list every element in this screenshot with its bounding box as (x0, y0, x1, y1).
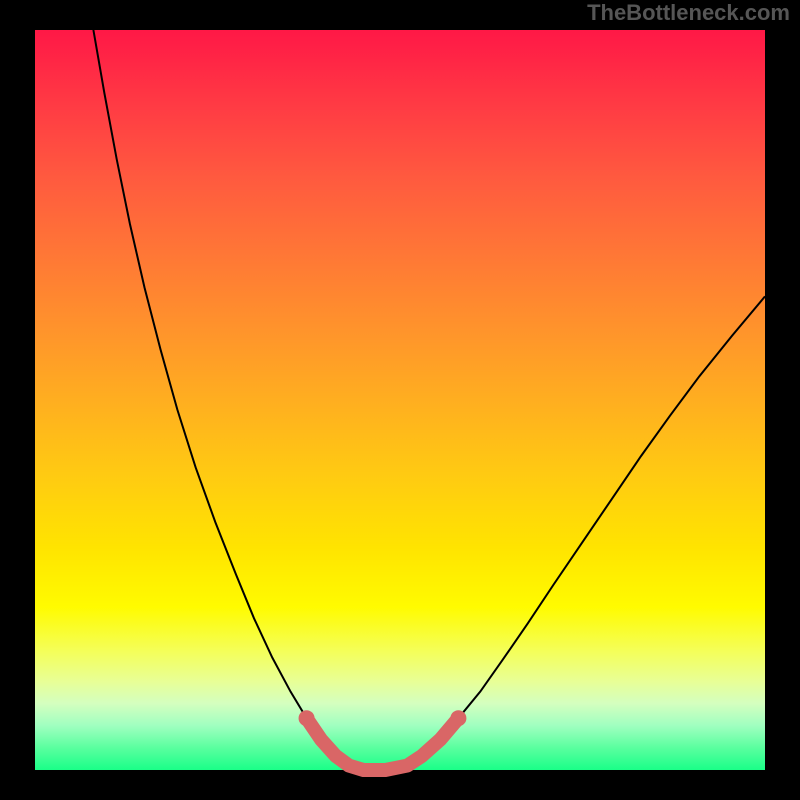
gradient-background (35, 30, 765, 770)
highlight-endpoint-left (299, 710, 315, 726)
bottleneck-chart: TheBottleneck.com (0, 0, 800, 800)
chart-svg (0, 0, 800, 800)
highlight-endpoint-right (450, 710, 466, 726)
attribution-text: TheBottleneck.com (587, 0, 790, 26)
